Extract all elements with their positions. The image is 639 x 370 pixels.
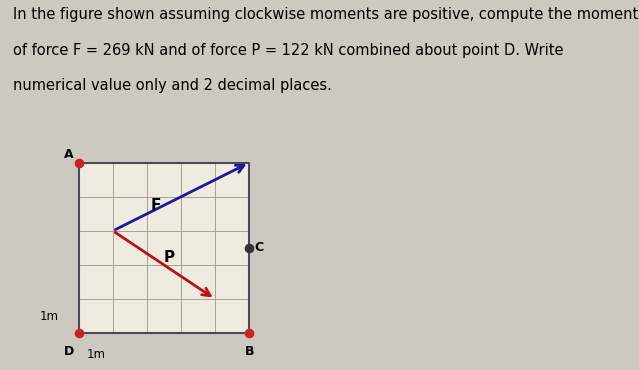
Point [244,245,254,251]
Text: B: B [245,345,254,358]
Text: A: A [64,148,73,161]
Bar [79,163,249,333]
Text: 1m: 1m [40,310,58,323]
Text: C: C [254,241,263,255]
Point [244,330,254,336]
Text: 1m: 1m [86,349,105,361]
Text: In the figure shown assuming clockwise moments are positive, compute the moment: In the figure shown assuming clockwise m… [13,7,638,23]
Text: numerical value only and 2 decimal places.: numerical value only and 2 decimal place… [13,78,332,93]
Point [73,160,84,166]
Point [73,330,84,336]
Text: of force F = 269 kN and of force P = 122 kN combined about point D. Write: of force F = 269 kN and of force P = 122… [13,43,564,58]
Text: D: D [63,345,73,358]
Text: P: P [164,249,175,265]
Text: F: F [150,198,161,213]
